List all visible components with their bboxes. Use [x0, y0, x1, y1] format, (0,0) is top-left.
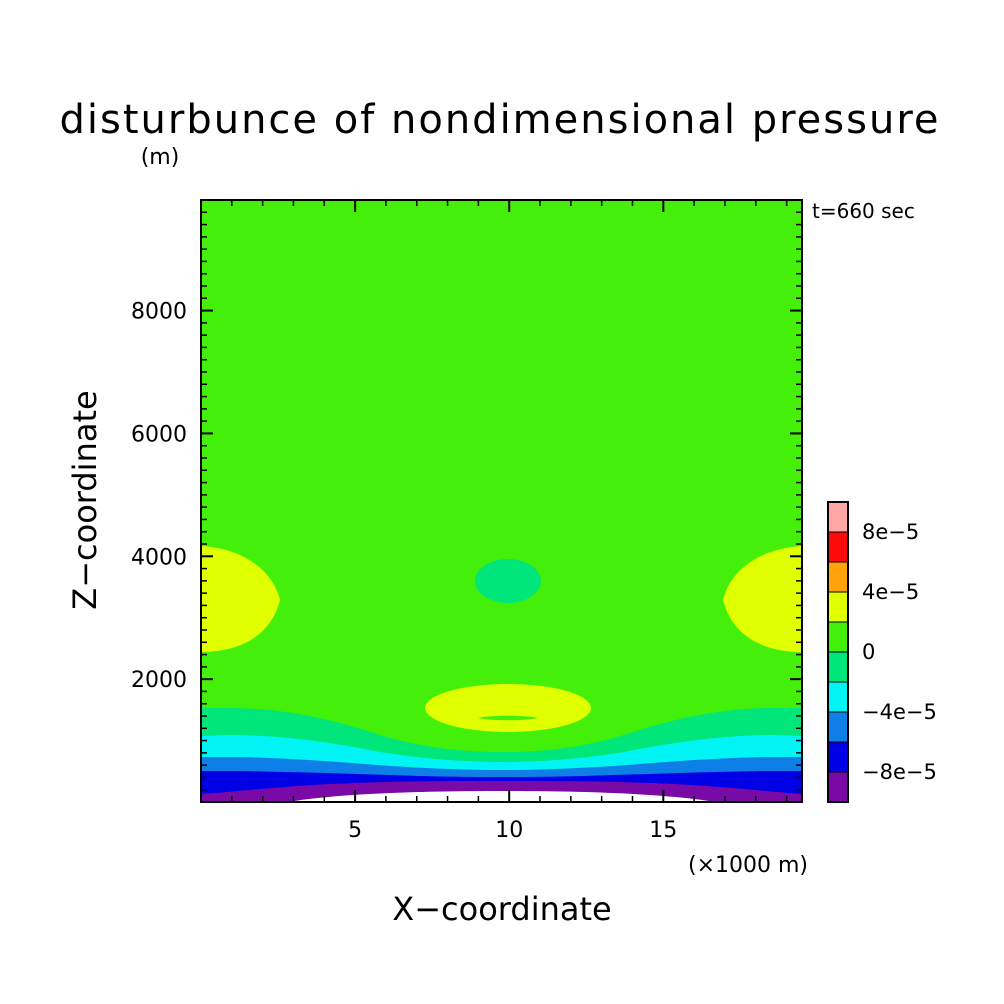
- y-axis-unit: (m): [141, 145, 180, 170]
- contour-fill-plus-center-lobe: [425, 684, 591, 732]
- colorbar-label: 4e−5: [862, 580, 919, 604]
- colorbar-swatch: [827, 591, 849, 623]
- x-axis-title: X−coordinate: [392, 890, 611, 928]
- colorbar-swatch: [827, 501, 849, 533]
- x-tick-label: 5: [348, 818, 362, 843]
- y-axis-title: Z−coordinate: [66, 390, 104, 609]
- colorbar: −8e−5 −4e−5 0 4e−5 8e−5: [827, 501, 937, 803]
- x-tick-label: 15: [649, 818, 677, 843]
- colorbar-swatch: [827, 711, 849, 743]
- y-axis-ticks: 2000 4000 6000 8000: [131, 199, 802, 791]
- y-tick-label: 8000: [131, 300, 187, 325]
- colorbar-swatch: [827, 651, 849, 683]
- colorbar-label: −8e−5: [862, 760, 937, 784]
- contour-fill-min-white: [288, 791, 716, 802]
- colorbar-label: 8e−5: [862, 520, 919, 544]
- colorbar-label: 0: [862, 640, 875, 664]
- colorbar-swatch: [827, 531, 849, 563]
- y-tick-label: 4000: [131, 545, 187, 570]
- y-tick-label: 6000: [131, 422, 187, 447]
- y-tick-label: 2000: [131, 668, 187, 693]
- colorbar-swatch: [827, 621, 849, 653]
- x-axis-unit: (×1000 m): [688, 853, 808, 878]
- plot-frame: [200, 199, 803, 803]
- colorbar-swatch: [827, 561, 849, 593]
- colorbar-swatch: [827, 771, 849, 803]
- colorbar-frame: [827, 501, 849, 803]
- x-tick-label: 10: [495, 818, 523, 843]
- time-label: t=660 sec: [812, 199, 915, 223]
- contour-fill-center-thin-zero: [478, 715, 538, 721]
- contour-fill-minus2-cell: [475, 559, 541, 603]
- contour-fill-plus-left-lobe: [201, 546, 280, 652]
- x-axis-ticks: 5 10 15: [200, 200, 788, 843]
- contour-fill-plus-right-lobe: [723, 546, 802, 652]
- chart-title: disturbunce of nondimensional pressure: [60, 97, 941, 143]
- colorbar-label: −4e−5: [862, 700, 937, 724]
- colorbar-swatch: [827, 681, 849, 713]
- plot-area: [201, 200, 802, 802]
- colorbar-swatch: [827, 741, 849, 773]
